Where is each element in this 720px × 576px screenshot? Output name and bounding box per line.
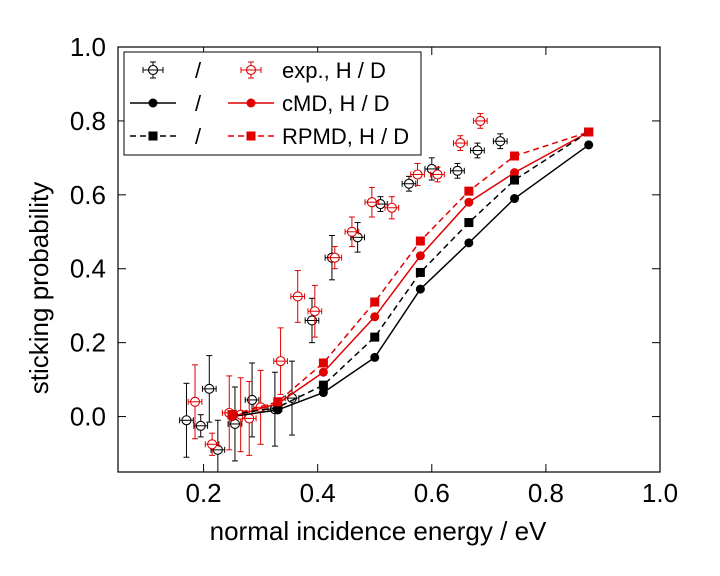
legend-label: RPMD, H / D — [282, 124, 409, 149]
legend-exp-sample — [142, 61, 164, 79]
series-line — [231, 131, 590, 416]
series-exp-d — [187, 113, 488, 456]
data-point — [370, 352, 380, 362]
x-tick-label: 1.0 — [642, 478, 678, 508]
legend-exp-sample — [240, 61, 262, 79]
legend-label: cMD, H / D — [282, 91, 390, 116]
y-tick-label: 0.2 — [70, 328, 106, 358]
data-point — [366, 197, 377, 208]
data-point — [475, 115, 486, 126]
series-exp-h — [179, 133, 508, 472]
data-point — [273, 397, 283, 407]
legend-rpmd-sample — [130, 131, 176, 141]
data-point — [244, 413, 255, 424]
data-point — [309, 306, 320, 317]
x-tick-label: 0.8 — [528, 478, 564, 508]
x-tick-label: 0.4 — [300, 478, 336, 508]
data-point — [386, 202, 397, 213]
data-point — [510, 151, 520, 161]
data-point — [412, 169, 423, 180]
series-rpmd-d — [227, 127, 594, 420]
data-point — [329, 252, 340, 263]
legend-cmd-sample — [228, 98, 274, 108]
data-point — [207, 439, 218, 450]
y-tick-label: 1.0 — [70, 32, 106, 62]
data-point — [318, 367, 328, 377]
y-tick-label: 0.0 — [70, 402, 106, 432]
data-point — [318, 388, 328, 398]
y-axis-label: sticking probability — [24, 182, 54, 394]
data-point — [403, 178, 415, 189]
data-point — [510, 194, 520, 204]
legend-rpmd-sample — [228, 131, 274, 141]
data-point — [415, 236, 425, 246]
data-point — [415, 284, 425, 294]
data-point — [472, 145, 483, 156]
data-point — [495, 136, 506, 147]
legend-cmd-sample — [130, 98, 176, 108]
ticks-layer: 0.2 0.4 0.6 0.8 1.0 0.0 0.2 0.4 0.6 0.8 1.0 — [70, 32, 678, 508]
series-line — [231, 131, 590, 418]
x-tick-label: 0.6 — [414, 478, 450, 508]
data-point — [464, 186, 474, 196]
data-point — [584, 127, 594, 137]
data-point — [370, 332, 380, 342]
legend-separator: / — [195, 58, 202, 83]
legend: / exp., H / D / cMD, H / D / RPMD, H / D — [123, 51, 422, 156]
data-point — [273, 402, 283, 412]
legend-label: exp., H / D — [282, 58, 386, 83]
data-point — [318, 358, 328, 368]
data-point — [275, 356, 286, 367]
data-point — [204, 383, 215, 394]
data-point — [370, 297, 380, 307]
x-axis-label: normal incidence energy / eV — [210, 516, 547, 546]
data-point — [318, 380, 328, 390]
data-point — [189, 396, 201, 407]
series-line — [231, 131, 589, 416]
data-point — [195, 420, 206, 431]
x-tick-label: 0.2 — [186, 478, 222, 508]
y-tick-label: 0.6 — [70, 180, 106, 210]
series-rpmd-h — [227, 127, 594, 420]
data-point — [181, 415, 192, 426]
data-point — [415, 251, 425, 261]
data-point — [346, 226, 357, 237]
data-point — [510, 168, 520, 178]
data-point — [415, 267, 425, 277]
legend-separator: / — [195, 124, 202, 149]
data-point — [227, 410, 237, 420]
data-point — [375, 199, 386, 210]
data-point — [432, 169, 443, 180]
data-point — [452, 165, 463, 176]
data-point — [464, 218, 474, 228]
data-point — [510, 175, 520, 185]
data-point — [292, 291, 303, 302]
series-line — [231, 144, 590, 418]
data-point — [455, 138, 466, 149]
data-point — [584, 140, 594, 150]
legend-separator: / — [195, 91, 202, 116]
data-point — [464, 197, 474, 207]
plot-frame — [117, 46, 661, 473]
data-point — [464, 238, 474, 248]
data-layer — [179, 113, 594, 472]
y-tick-label: 0.8 — [70, 106, 106, 136]
y-tick-label: 0.4 — [70, 254, 106, 284]
data-point — [370, 312, 380, 322]
